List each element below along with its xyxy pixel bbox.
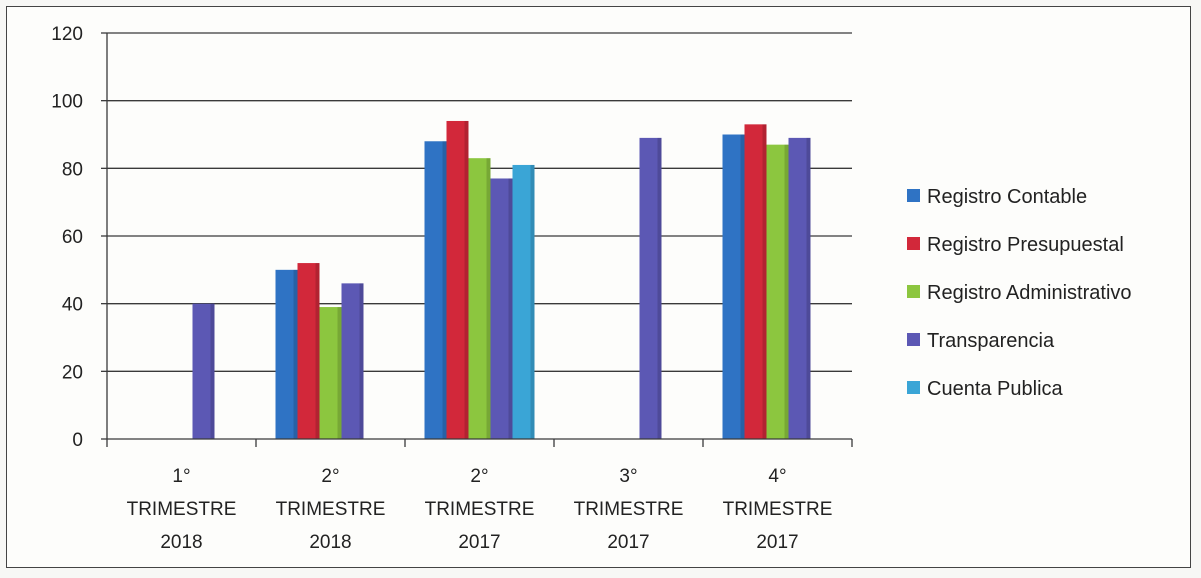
y-tick-label: 0	[72, 430, 83, 451]
bar	[319, 307, 342, 439]
legend-label: Transparencia	[927, 330, 1055, 352]
bar-shade	[293, 269, 298, 439]
bar	[275, 269, 298, 439]
bar-shade	[359, 283, 364, 439]
bar-shade	[762, 124, 767, 439]
bar	[192, 303, 215, 439]
legend-swatch	[907, 189, 920, 202]
x-category-label: TRIMESTRE	[276, 499, 386, 520]
legend-label: Registro Administrativo	[927, 282, 1132, 304]
x-category-label: TRIMESTRE	[723, 499, 833, 520]
bar	[297, 263, 320, 439]
bar-shade	[530, 164, 535, 439]
legend-swatch	[907, 237, 920, 250]
bar	[446, 120, 469, 439]
legend-swatch	[907, 333, 920, 346]
bar-shade	[657, 137, 662, 439]
legend: Registro Contable Registro Presupuestal Re…	[907, 186, 1132, 400]
bar-shade	[337, 307, 342, 439]
bar	[744, 124, 767, 439]
x-category-label: 2018	[309, 532, 351, 553]
x-category-label: 2017	[756, 532, 798, 553]
bar	[788, 137, 811, 439]
bar	[512, 164, 535, 439]
legend-label: Cuenta Publica	[927, 378, 1064, 400]
y-tick-label: 40	[62, 295, 83, 316]
chart-frame: 0 20 40 60 80 100 120 1° TRIMESTRE 2018 2° TRIMEST…	[6, 6, 1191, 568]
y-tick-label: 100	[51, 92, 83, 113]
y-tick-label: 60	[62, 227, 83, 248]
x-category-label: TRIMESTRE	[425, 499, 535, 520]
legend-swatch	[907, 381, 920, 394]
bar	[424, 141, 447, 439]
x-category-labels: 1° TRIMESTRE 2018 2° TRIMESTRE 2018 2° TRIMESTR…	[127, 466, 833, 553]
x-category-label: TRIMESTRE	[574, 499, 684, 520]
bar-chart: 0 20 40 60 80 100 120 1° TRIMESTRE 2018 2° TRIMEST…	[51, 24, 1132, 553]
bar-shade	[806, 137, 811, 439]
legend-label: Registro Contable	[927, 186, 1087, 208]
x-category-label: 2°	[470, 466, 488, 487]
bar	[490, 178, 513, 439]
bar-shade	[464, 120, 469, 439]
y-tick-label: 20	[62, 362, 83, 383]
x-category-label: 3°	[619, 466, 637, 487]
bar-shade	[315, 263, 320, 439]
axes	[101, 32, 853, 447]
x-category-label: 4°	[768, 466, 786, 487]
y-tick-label: 80	[62, 159, 83, 180]
x-category-label: 2017	[607, 532, 649, 553]
bar	[766, 144, 789, 439]
bars	[192, 120, 811, 439]
x-category-label: 2°	[321, 466, 339, 487]
bar	[341, 283, 364, 439]
bar	[468, 158, 491, 439]
bar-shade	[740, 134, 745, 439]
x-category-label: 1°	[172, 466, 190, 487]
bar-shade	[486, 158, 491, 439]
x-category-label: 2017	[458, 532, 500, 553]
x-category-label: 2018	[160, 532, 202, 553]
y-tick-labels: 0 20 40 60 80 100 120	[51, 24, 83, 451]
bar-shade	[784, 144, 789, 439]
legend-swatch	[907, 285, 920, 298]
bar-shade	[210, 303, 215, 439]
x-category-label: TRIMESTRE	[127, 499, 237, 520]
legend-label: Registro Presupuestal	[927, 234, 1124, 256]
bar-shade	[508, 178, 513, 439]
bar	[639, 137, 662, 439]
y-tick-label: 120	[51, 24, 83, 45]
bar	[722, 134, 745, 439]
bar-shade	[442, 141, 447, 439]
